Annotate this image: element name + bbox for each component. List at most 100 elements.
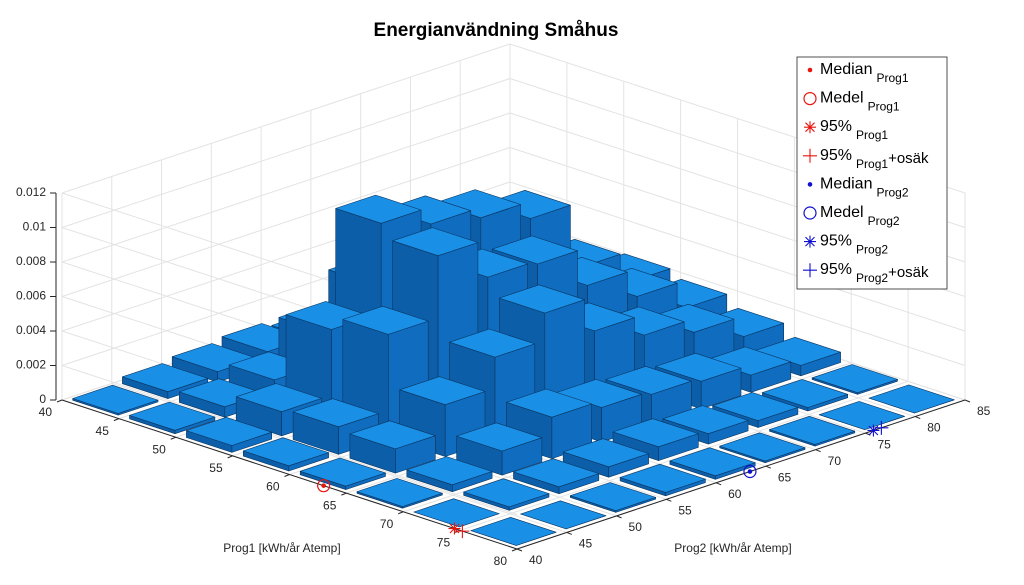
- legend-sub: Prog2: [856, 271, 888, 285]
- bar-top: [456, 422, 543, 452]
- z-tick-label: 0.008: [16, 254, 46, 268]
- y-tick-label: 40: [529, 553, 543, 567]
- marker-asterisk: [804, 121, 816, 134]
- x-tick-label: 65: [323, 498, 337, 512]
- bar: [186, 416, 273, 453]
- x-tick-label: 40: [39, 405, 53, 419]
- chart-title: Energianvändning Småhus: [374, 20, 619, 41]
- x-tick-label: 80: [494, 554, 508, 568]
- bar: [129, 401, 216, 435]
- bar-top: [605, 365, 692, 395]
- bar: [243, 437, 329, 472]
- y-tick-label: 60: [728, 487, 742, 501]
- marker-asterisk: [448, 522, 461, 535]
- legend-label: Median Prog2: [820, 176, 909, 200]
- bar-top: [292, 398, 379, 428]
- marker-dot: [807, 182, 813, 187]
- legend-label: Medel Prog1: [820, 90, 900, 114]
- z-tick-label: 0.006: [16, 289, 46, 303]
- tick-mark: [566, 531, 572, 535]
- y-tick-label: 70: [828, 454, 842, 468]
- marker-circle: [803, 206, 817, 220]
- y-tick-label: 45: [579, 537, 593, 551]
- bar-top: [449, 328, 536, 358]
- z-tick-label: 0.012: [16, 185, 46, 199]
- bar-top: [669, 447, 756, 477]
- bar: [762, 379, 849, 412]
- tick-mark: [616, 515, 622, 519]
- legend-text: 95%: [820, 147, 852, 164]
- marker-dot: [747, 469, 753, 474]
- marker-plus: [803, 263, 817, 278]
- bar: [406, 456, 493, 493]
- legend-label: 95% Prog1+osäk: [820, 147, 929, 171]
- marker-plus: [874, 420, 889, 435]
- legend-sub: Prog1: [856, 128, 888, 142]
- legend-label: Medel Prog2: [820, 204, 900, 228]
- bar-top: [655, 352, 742, 382]
- bar-top: [868, 384, 955, 414]
- x-tick-label: 70: [380, 517, 394, 531]
- tick-mark: [516, 548, 523, 552]
- y-tick-label: 55: [678, 504, 692, 518]
- bar-top: [562, 438, 649, 468]
- bar-top: [342, 305, 429, 335]
- z-tick-label: 0.004: [16, 323, 46, 337]
- bar-top: [811, 364, 898, 394]
- legend-label: 95% Prog1: [820, 118, 888, 142]
- tick-mark: [765, 465, 772, 469]
- legend-text: Medel: [820, 204, 864, 221]
- tick-mark: [227, 455, 233, 459]
- legend-text: 95%: [820, 233, 852, 250]
- bar: [562, 438, 649, 478]
- bar-top: [762, 379, 849, 408]
- grid-line: [509, 216, 966, 366]
- x-tick-label: 50: [152, 442, 166, 456]
- marker-dot: [807, 67, 813, 73]
- legend-sub: Prog1: [856, 157, 888, 171]
- bar-top: [463, 478, 550, 508]
- marker-asterisk: [804, 235, 816, 248]
- marker-circle: [803, 91, 817, 106]
- x-tick-label: 60: [266, 480, 280, 494]
- tick-mark: [284, 474, 290, 477]
- legend-box: [796, 56, 948, 290]
- x-axis-label: Prog1 [kWh/år Atemp]: [223, 541, 340, 555]
- legend-label: Median Prog1: [820, 61, 909, 85]
- bar-top: [235, 383, 322, 413]
- tick-mark: [666, 498, 672, 502]
- bar-top: [769, 415, 856, 445]
- bar-top: [392, 227, 479, 256]
- bar-top: [719, 432, 806, 462]
- y-tick-label: 65: [778, 470, 792, 484]
- bar: [569, 482, 657, 513]
- bar-top: [356, 478, 443, 507]
- tick-mark: [56, 399, 63, 403]
- bar: [72, 384, 159, 416]
- bar-top: [470, 516, 557, 546]
- bar-top: [491, 235, 578, 265]
- bar: [456, 422, 543, 476]
- bar: [356, 478, 443, 509]
- legend-sub: Prog1: [876, 71, 908, 85]
- bar-top: [129, 401, 216, 431]
- tick-mark: [915, 416, 921, 420]
- bar: [513, 458, 600, 495]
- bar: [349, 420, 436, 474]
- marker-circle: [743, 464, 757, 479]
- bar-top: [186, 416, 273, 446]
- bar-top: [349, 420, 436, 450]
- bar-top: [122, 363, 209, 393]
- bar-top: [335, 194, 422, 224]
- bar-top: [520, 500, 607, 530]
- tick-mark: [341, 492, 347, 496]
- tick-mark: [964, 399, 971, 403]
- legend-label: 95% Prog2+osäk: [820, 261, 929, 285]
- z-tick-label: 0: [39, 392, 46, 406]
- bar-top: [506, 388, 593, 418]
- marker-plus: [455, 524, 470, 539]
- y-tick-label: 80: [927, 421, 941, 435]
- tick-mark: [511, 548, 518, 552]
